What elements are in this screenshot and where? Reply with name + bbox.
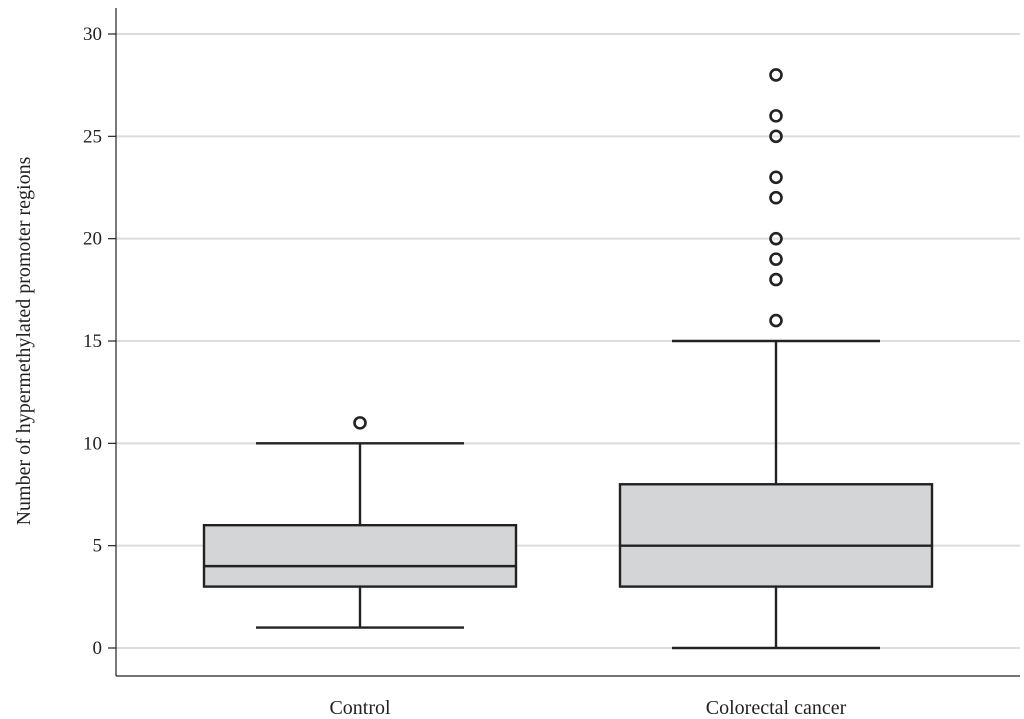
- y-tick-label: 15: [83, 331, 102, 352]
- outlier-point: [353, 416, 367, 430]
- x-axis-category-labels: Control Colorectal cancer: [329, 697, 846, 719]
- y-axis-ticks: 0 5 10 15 20 25 30: [83, 24, 116, 659]
- outlier-point: [769, 129, 783, 144]
- y-tick-label: 30: [83, 24, 102, 45]
- y-tick-label: 10: [83, 433, 102, 454]
- outlier-point: [769, 272, 783, 287]
- boxes: [202, 68, 934, 650]
- x-category-label: Colorectal cancer: [706, 697, 847, 719]
- box-group: [618, 68, 934, 650]
- iqr-box: [202, 524, 518, 588]
- x-category-label: Control: [329, 697, 391, 719]
- outlier-point: [769, 170, 783, 185]
- iqr-box: [618, 483, 934, 588]
- outlier-point: [769, 109, 783, 123]
- outlier-point: [769, 313, 783, 328]
- y-tick-label: 5: [93, 536, 103, 557]
- outlier-point: [769, 190, 783, 205]
- y-tick-label: 20: [83, 229, 102, 250]
- y-tick-label: 0: [93, 638, 103, 659]
- y-tick-label: 25: [83, 126, 102, 147]
- y-axis-title: Number of hypermethylated promoter regio…: [13, 156, 35, 525]
- box-group: [202, 416, 518, 629]
- outlier-point: [769, 252, 783, 266]
- outlier-point: [769, 231, 783, 246]
- outlier-point: [769, 68, 783, 82]
